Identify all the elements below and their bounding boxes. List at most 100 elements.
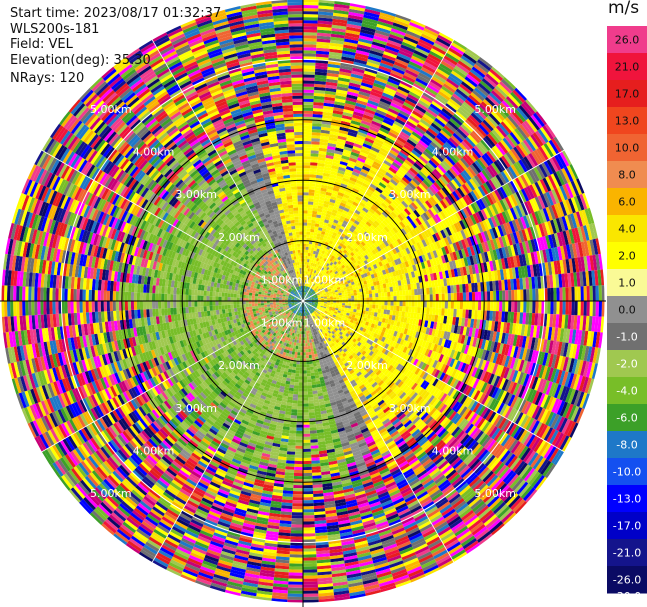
velocity-gate-1066 <box>402 125 414 134</box>
velocity-gate-2977 <box>535 288 539 301</box>
velocity-gate-2954 <box>465 292 470 301</box>
velocity-gate-2177 <box>510 194 519 207</box>
velocity-gate-1026 <box>342 230 348 236</box>
velocity-gate-1661 <box>439 175 449 186</box>
velocity-gate-999 <box>438 31 454 43</box>
velocity-gate-641 <box>341 180 349 186</box>
velocity-gate-1152 <box>388 166 398 174</box>
velocity-gate-732 <box>337 208 344 213</box>
velocity-gate-2834 <box>405 290 409 296</box>
velocity-gate-758 <box>365 134 376 141</box>
velocity-gate-782 <box>391 67 405 75</box>
velocity-gate-672 <box>370 91 382 98</box>
velocity-gate-227 <box>311 216 317 221</box>
velocity-gate-1946 <box>419 223 426 232</box>
velocity-gate-1130 <box>352 222 358 228</box>
velocity-gate-21 <box>303 234 307 238</box>
velocity-gate-171 <box>314 83 326 88</box>
velocity-gate-1684 <box>491 129 503 142</box>
velocity-gate-589 <box>372 38 387 46</box>
velocity-gate-1347 <box>392 188 400 196</box>
velocity-gate-2621 <box>365 287 369 292</box>
velocity-gate-1487 <box>478 103 491 116</box>
velocity-gate-129 <box>307 210 313 214</box>
velocity-gate-396 <box>348 11 364 18</box>
velocity-gate-252 <box>319 141 328 146</box>
velocity-gate-1636 <box>383 226 390 233</box>
velocity-gate-1940 <box>404 233 411 241</box>
velocity-gate-447 <box>332 159 341 164</box>
velocity-gate-670 <box>368 97 380 104</box>
velocity-gate-831 <box>341 212 347 218</box>
velocity-gate-3061 <box>487 301 491 311</box>
velocity-gate-1541 <box>390 211 398 219</box>
velocity-gate-1067 <box>404 123 415 132</box>
velocity-gate-677 <box>374 77 388 84</box>
velocity-gate-586 <box>370 47 385 54</box>
velocity-gate-1318 <box>337 256 342 261</box>
velocity-gate-1336 <box>371 214 378 221</box>
velocity-gate-2032 <box>386 251 392 258</box>
velocity-gate-421 <box>316 236 321 240</box>
velocity-gate-693 <box>389 31 405 39</box>
velocity-gate-766 <box>374 112 386 119</box>
velocity-gate-1961 <box>457 199 466 209</box>
velocity-gate-1484 <box>472 110 485 122</box>
velocity-gate-1596 <box>508 93 521 107</box>
velocity-gate-2053 <box>441 219 449 229</box>
velocity-gate-425 <box>318 224 324 229</box>
velocity-gate-987 <box>422 64 436 74</box>
velocity-gate-1653 <box>421 191 430 201</box>
velocity-gate-740 <box>346 185 354 191</box>
velocity-gate-854 <box>369 149 379 156</box>
velocity-gate-1030 <box>348 219 354 225</box>
velocity-gate-2398 <box>579 193 588 210</box>
velocity-gate-812 <box>317 265 321 269</box>
velocity-gate-530 <box>326 210 332 215</box>
velocity-gate-2932 <box>399 295 403 301</box>
velocity-gate-297 <box>333 6 350 12</box>
velocity-gate-3073 <box>523 301 527 313</box>
velocity-gate-1644 <box>401 210 409 218</box>
velocity-gate-744 <box>350 174 359 180</box>
velocity-gate-1960 <box>455 200 463 211</box>
velocity-gate-1739 <box>394 225 401 232</box>
velocity-gate-2342 <box>421 254 427 262</box>
velocity-gate-3084 <box>556 301 560 315</box>
velocity-gate-723 <box>327 233 333 238</box>
velocity-gate-1314 <box>329 265 334 270</box>
velocity-gate-2213 <box>338 283 343 287</box>
velocity-gate-2264 <box>479 221 487 232</box>
velocity-gate-1730 <box>373 242 379 248</box>
velocity-gate-221 <box>309 234 314 239</box>
velocity-gate-2717 <box>353 292 358 296</box>
velocity-gate-14 <box>303 255 306 259</box>
velocity-gate-848 <box>362 165 371 172</box>
velocity-gate-2316 <box>348 282 352 287</box>
velocity-gate-346 <box>324 160 333 166</box>
velocity-gate-1668 <box>455 161 465 172</box>
velocity-gate-1496 <box>497 83 511 96</box>
velocity-gate-1671 <box>462 155 472 167</box>
velocity-gate-508 <box>309 274 312 278</box>
velocity-gate-1765 <box>455 175 465 186</box>
velocity-gate-1011 <box>319 269 323 274</box>
velocity-gate-2281 <box>526 200 535 214</box>
velocity-gate-1514 <box>332 269 337 273</box>
velocity-gate-2253 <box>449 234 456 244</box>
velocity-gate-1785 <box>502 137 514 151</box>
velocity-gate-1462 <box>428 159 438 169</box>
velocity-gate-442 <box>329 174 337 179</box>
velocity-gate-48 <box>303 153 311 157</box>
velocity-gate-948 <box>368 169 377 176</box>
velocity-gate-531 <box>327 207 333 212</box>
velocity-gate-2221 <box>360 274 365 279</box>
velocity-gate-1623 <box>354 252 360 258</box>
velocity-gate-451 <box>335 147 344 153</box>
velocity-gate-1423 <box>349 247 355 252</box>
velocity-gate-2191 <box>547 174 557 190</box>
velocity-gate-927 <box>340 225 346 231</box>
velocity-gate-1334 <box>367 218 374 225</box>
velocity-gate-33 <box>303 198 309 202</box>
velocity-gate-1111 <box>321 270 325 275</box>
